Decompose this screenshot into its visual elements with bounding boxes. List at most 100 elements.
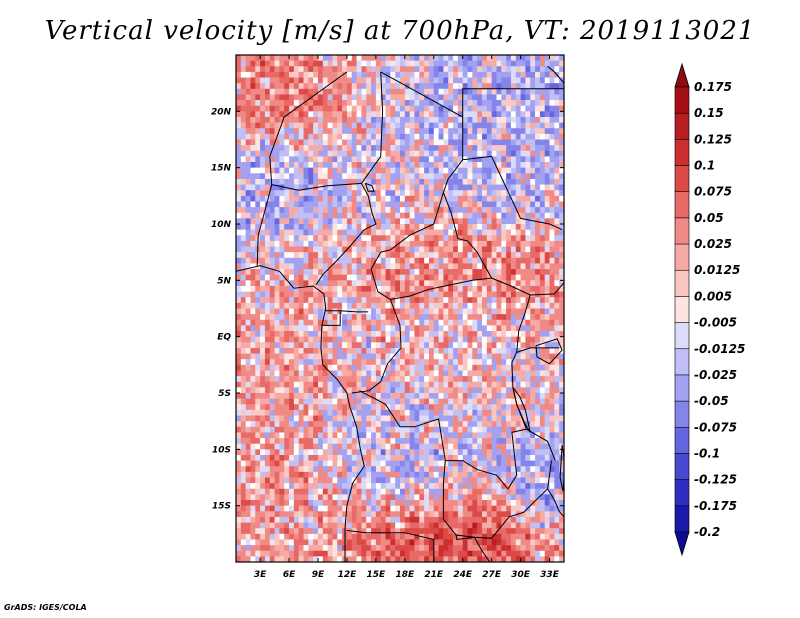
field-cell <box>539 263 545 270</box>
field-cell <box>549 269 555 275</box>
field-cell <box>395 139 401 146</box>
field-cell <box>250 421 256 428</box>
field-cell <box>289 60 295 67</box>
field-cell <box>409 133 415 140</box>
field-cell <box>496 381 502 388</box>
field-cell <box>559 71 564 78</box>
field-cell <box>279 263 285 270</box>
field-cell <box>496 111 502 118</box>
field-cell <box>448 60 454 67</box>
field-cell <box>419 404 425 411</box>
field-cell <box>327 347 333 354</box>
field-cell <box>535 347 541 354</box>
field-cell <box>477 195 483 202</box>
field-cell <box>501 308 507 315</box>
field-cell <box>438 398 444 405</box>
field-cell <box>510 150 517 157</box>
field-cell <box>284 308 290 315</box>
field-cell <box>549 201 555 208</box>
field-cell <box>472 100 478 106</box>
field-cell <box>269 449 275 456</box>
field-cell <box>544 60 550 67</box>
field-cell <box>453 331 459 337</box>
field-cell <box>313 308 319 315</box>
field-cell <box>515 415 521 422</box>
field-cell <box>322 370 328 377</box>
field-cell <box>371 297 377 304</box>
field-cell <box>284 257 290 264</box>
field-cell <box>279 145 285 152</box>
field-cell <box>245 218 251 225</box>
field-cell <box>346 297 353 304</box>
field-cell <box>332 145 338 152</box>
field-cell <box>245 285 251 292</box>
field-cell <box>274 257 280 264</box>
field-cell <box>274 274 280 281</box>
field-cell <box>472 331 478 337</box>
field-cell <box>404 139 410 146</box>
field-cell <box>245 353 251 360</box>
field-cell <box>269 387 275 394</box>
field-cell <box>371 184 377 191</box>
field-cell <box>260 60 266 67</box>
field-cell <box>453 77 459 84</box>
field-cell <box>482 438 488 444</box>
field-cell <box>240 207 246 214</box>
field-cell <box>284 133 290 140</box>
field-cell <box>327 88 333 95</box>
field-cell <box>554 280 560 287</box>
field-cell <box>409 212 415 219</box>
field-cell <box>477 263 483 270</box>
field-cell <box>236 122 242 129</box>
field-cell <box>236 432 242 439</box>
field-cell <box>414 353 420 360</box>
field-cell <box>414 314 420 321</box>
field-cell <box>240 291 246 298</box>
field-cell <box>298 83 304 90</box>
field-cell <box>385 426 391 433</box>
field-cell <box>448 364 454 371</box>
field-cell <box>313 167 319 174</box>
field-cell <box>337 128 343 135</box>
field-cell <box>414 184 420 191</box>
field-cell <box>260 297 266 304</box>
field-cell <box>380 88 386 95</box>
field-cell <box>414 393 420 399</box>
field-cell <box>400 240 406 247</box>
field-cell <box>371 60 377 67</box>
field-cell <box>264 314 271 321</box>
field-cell <box>385 297 391 304</box>
field-cell <box>457 77 463 84</box>
field-cell <box>236 229 242 236</box>
field-cell <box>462 178 468 185</box>
field-cell <box>482 184 488 191</box>
field-cell <box>530 454 536 461</box>
field-cell <box>351 94 357 101</box>
field-cell <box>395 218 401 225</box>
field-cell <box>250 381 256 388</box>
field-cell <box>366 190 372 197</box>
field-cell <box>361 291 367 298</box>
field-cell <box>462 105 468 112</box>
field-cell <box>385 291 391 298</box>
field-cell <box>539 83 545 90</box>
field-cell <box>337 235 343 242</box>
field-cell <box>284 77 290 84</box>
field-cell <box>289 55 295 61</box>
field-cell <box>414 145 420 152</box>
field-cell <box>240 409 246 416</box>
field-cell <box>356 314 362 321</box>
field-cell <box>264 257 271 264</box>
field-cell <box>318 145 324 152</box>
field-cell <box>236 184 242 191</box>
field-cell <box>535 105 541 112</box>
field-cell <box>346 240 353 247</box>
field-cell <box>443 376 449 383</box>
field-cell <box>303 280 309 287</box>
field-cell <box>428 195 435 202</box>
field-cell <box>385 240 391 247</box>
field-cell <box>409 111 415 118</box>
field-cell <box>539 319 545 326</box>
field-cell <box>293 336 299 343</box>
field-cell <box>380 376 386 383</box>
